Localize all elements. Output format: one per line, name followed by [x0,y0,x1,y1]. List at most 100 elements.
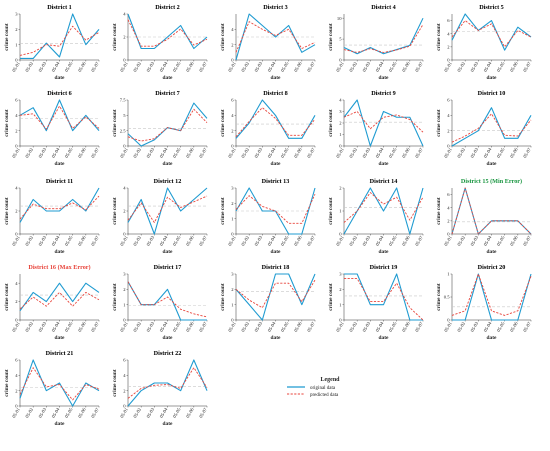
y-axis-label: crime count [436,197,442,225]
y-tick-label: 0 [123,404,126,409]
y-tick-label: 4 [15,373,18,378]
y-tick-label: 1 [339,302,342,307]
x-tick-label: 05-07 [306,146,316,158]
y-tick-label: 2 [123,35,126,40]
y-tick-label: 4 [447,113,450,118]
y-axis-label: crime count [220,109,226,137]
x-tick-label: 05-02 [240,146,250,158]
x-tick-label: 05-02 [240,234,250,246]
x-tick-label: 05-01 [119,406,129,418]
panel-title: District 2 [155,4,180,11]
x-tick-label: 05-03 [254,60,264,72]
x-tick-label: 05-04 [483,320,493,332]
x-tick-label: 05-02 [348,60,358,72]
x-tick-label: 05-01 [11,146,21,158]
x-tick-label: 05-05 [172,146,182,158]
y-tick-label: 2 [447,128,450,133]
x-tick-label: 05-05 [172,60,182,72]
y-tick-label: 0 [447,144,450,149]
x-tick-label: 05-06 [293,146,303,158]
x-tick-label: 05-03 [362,60,372,72]
series-predicted-line [127,281,208,318]
x-tick-label: 05-07 [522,146,532,158]
panel-title: District 13 [262,178,290,185]
y-axis-label: crime count [4,23,10,51]
y-axis-label: crime count [328,23,334,51]
y-axis-label: crime count [328,109,334,137]
y-axis-label: crime count [4,197,10,225]
x-tick-label: 05-02 [348,320,358,332]
panel-7: District 702.557.505-01 05-02 05-03 05-04 05… [112,90,208,167]
panel-title: District 10 [478,90,506,97]
panel-22: District 22 0 2 4 6 05-01 05-02 05-03 05-04 05-05… [112,350,208,427]
x-tick-label: 05-03 [470,234,480,246]
y-tick-label: 5 [339,37,342,42]
series-original-line [127,13,208,50]
y-tick-label: 2 [123,287,126,292]
y-tick-label: 0 [123,58,126,63]
y-tick-label: 0 [231,232,234,237]
x-tick-label: 05-06 [509,146,519,158]
panel-13: District 13 0 1 2 3 05-01 05-02 05-03 05-04 05-05… [220,178,316,255]
x-tick-label: 05-01 [11,320,21,332]
panel-title: District 4 [371,4,396,11]
x-tick-label: 05-06 [185,320,195,332]
x-tick-label: 05-05 [496,320,506,332]
x-tick-label: 05-04 [483,60,493,72]
x-tick-label: 05-05 [388,320,398,332]
y-tick-label: 4 [447,205,450,210]
x-axis-label: date [163,421,173,427]
x-tick-label: 05-03 [38,60,48,72]
panel-title: District 18 [262,264,290,271]
x-tick-label: 05-04 [267,146,277,158]
series-predicted-line [127,367,208,399]
x-tick-label: 05-07 [306,60,316,72]
panel-title: District 5 [479,4,504,11]
y-tick-label: 2 [15,388,18,393]
x-tick-label: 05-07 [522,320,532,332]
panel-title: District 16 (Max Error) [28,264,90,271]
x-tick-label: 05-02 [132,320,142,332]
panel-16: District 16 (Max Error) 0 2 4 05-01 05-02 05-0… [4,264,100,341]
x-tick-label: 05-02 [24,320,34,332]
series-original-line [127,102,208,147]
x-tick-label: 05-02 [456,60,466,72]
series-original-line [343,99,424,147]
x-tick-label: 05-04 [159,60,169,72]
series-original-line [19,282,100,312]
y-axis-label: crime count [436,109,442,137]
x-tick-label: 05-05 [172,234,182,246]
x-tick-label: 05-01 [443,320,453,332]
x-axis-label: date [55,161,65,167]
series-predicted-line [19,25,100,56]
x-tick-label: 05-07 [198,234,208,246]
series-original-line [235,99,316,139]
series-predicted-line [343,192,424,223]
x-tick-label: 05-06 [293,320,303,332]
x-tick-label: 05-02 [240,60,250,72]
x-axis-label: date [271,161,281,167]
x-tick-label: 05-05 [388,146,398,158]
series-predicted-line [451,113,532,143]
x-tick-label: 05-04 [375,60,385,72]
x-tick-label: 05-05 [280,320,290,332]
x-tick-label: 05-04 [51,234,61,246]
y-tick-label: 3 [15,12,18,17]
y-tick-label: 2 [339,186,342,191]
y-tick-label: 0 [123,144,126,149]
x-tick-label: 05-01 [335,320,345,332]
y-tick-label: 2 [15,128,18,133]
legend-original-label: original data [310,386,336,391]
x-tick-label: 05-03 [38,146,48,158]
x-axis-label: date [55,335,65,341]
y-tick-label: 0 [123,318,126,323]
x-tick-label: 05-07 [414,146,424,158]
x-tick-label: 05-02 [456,320,466,332]
x-tick-label: 05-05 [172,406,182,418]
y-tick-label: 0 [15,404,18,409]
y-tick-label: 1 [231,216,234,221]
y-tick-label: 2 [447,44,450,49]
